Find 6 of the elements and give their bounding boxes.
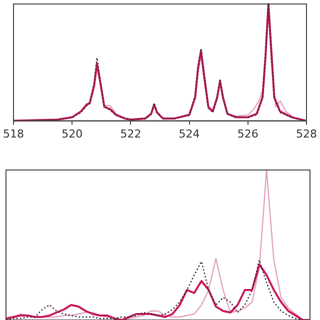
x-tick-label: 520 [62,127,83,140]
x-tick-label: 524 [178,127,200,140]
x-tick-label: 518 [3,127,24,140]
x-tick-label: 522 [120,127,142,140]
x-tick-label: 528 [296,127,317,140]
x-tick-label: 526 [237,127,258,140]
